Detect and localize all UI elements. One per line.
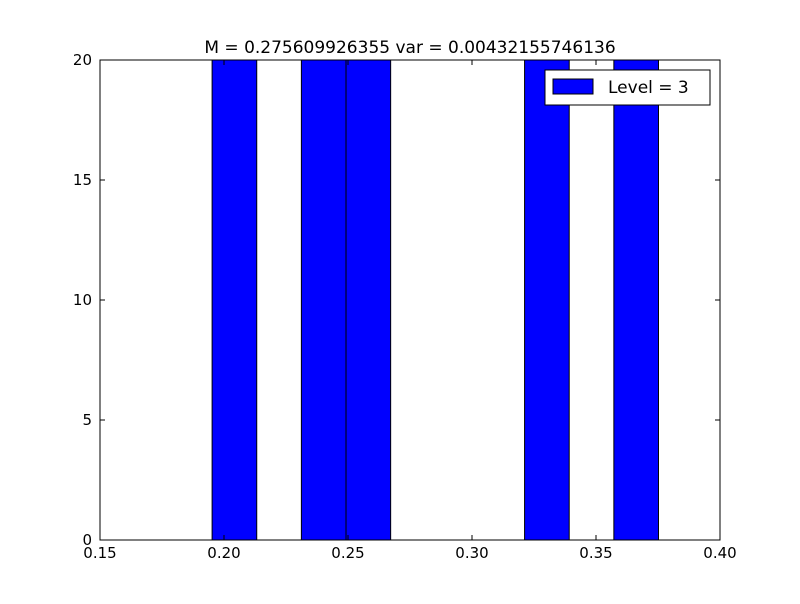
y-axis-ticks: 0 5 10 15 20 (73, 51, 720, 549)
histogram-bar (524, 59, 570, 541)
histogram-bar (300, 59, 347, 541)
legend-swatch (552, 78, 594, 95)
x-tick-label: 0.20 (207, 544, 240, 562)
y-tick-label: 10 (73, 291, 92, 309)
x-tick-label: 0.40 (703, 544, 736, 562)
y-tick-label: 0 (82, 531, 92, 549)
y-tick-label: 20 (73, 51, 92, 69)
legend-label: Level = 3 (608, 78, 689, 98)
histogram-bar (345, 59, 392, 541)
x-axis-ticks: 0.15 0.20 0.25 0.30 0.35 0.40 (83, 60, 737, 562)
y-tick-label: 5 (82, 411, 92, 429)
histogram-bar (211, 59, 258, 541)
x-tick-label: 0.35 (579, 544, 612, 562)
x-tick-label: 0.30 (455, 544, 488, 562)
chart-title: M = 0.275609926355 var = 0.0043215574613… (204, 38, 615, 58)
bars-group (211, 59, 659, 541)
y-tick-label: 15 (73, 171, 92, 189)
histogram-bar (613, 59, 659, 541)
x-tick-label: 0.25 (331, 544, 364, 562)
x-tick-label: 0.15 (83, 544, 116, 562)
legend: Level = 3 (544, 69, 711, 106)
